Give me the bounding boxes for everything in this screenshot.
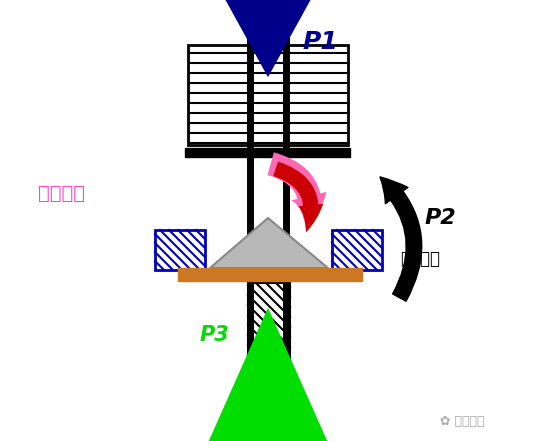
Bar: [155, 230, 205, 270]
FancyArrowPatch shape: [273, 161, 323, 232]
Bar: [185, 148, 350, 157]
Text: 热气入口: 热气入口: [38, 183, 85, 202]
FancyArrowPatch shape: [380, 177, 422, 301]
Bar: [178, 268, 362, 281]
Bar: [332, 230, 382, 270]
Text: P3: P3: [200, 325, 230, 345]
Bar: [248, 283, 290, 385]
Text: P1: P1: [302, 30, 338, 54]
FancyArrowPatch shape: [268, 152, 326, 229]
Text: 弹簧压力: 弹簧压力: [247, 414, 289, 432]
Bar: [188, 45, 348, 145]
Text: ✿ 制冷百科: ✿ 制冷百科: [440, 415, 484, 428]
Text: P2: P2: [425, 208, 457, 228]
Text: 回气压力: 回气压力: [400, 250, 440, 268]
Polygon shape: [210, 218, 328, 268]
